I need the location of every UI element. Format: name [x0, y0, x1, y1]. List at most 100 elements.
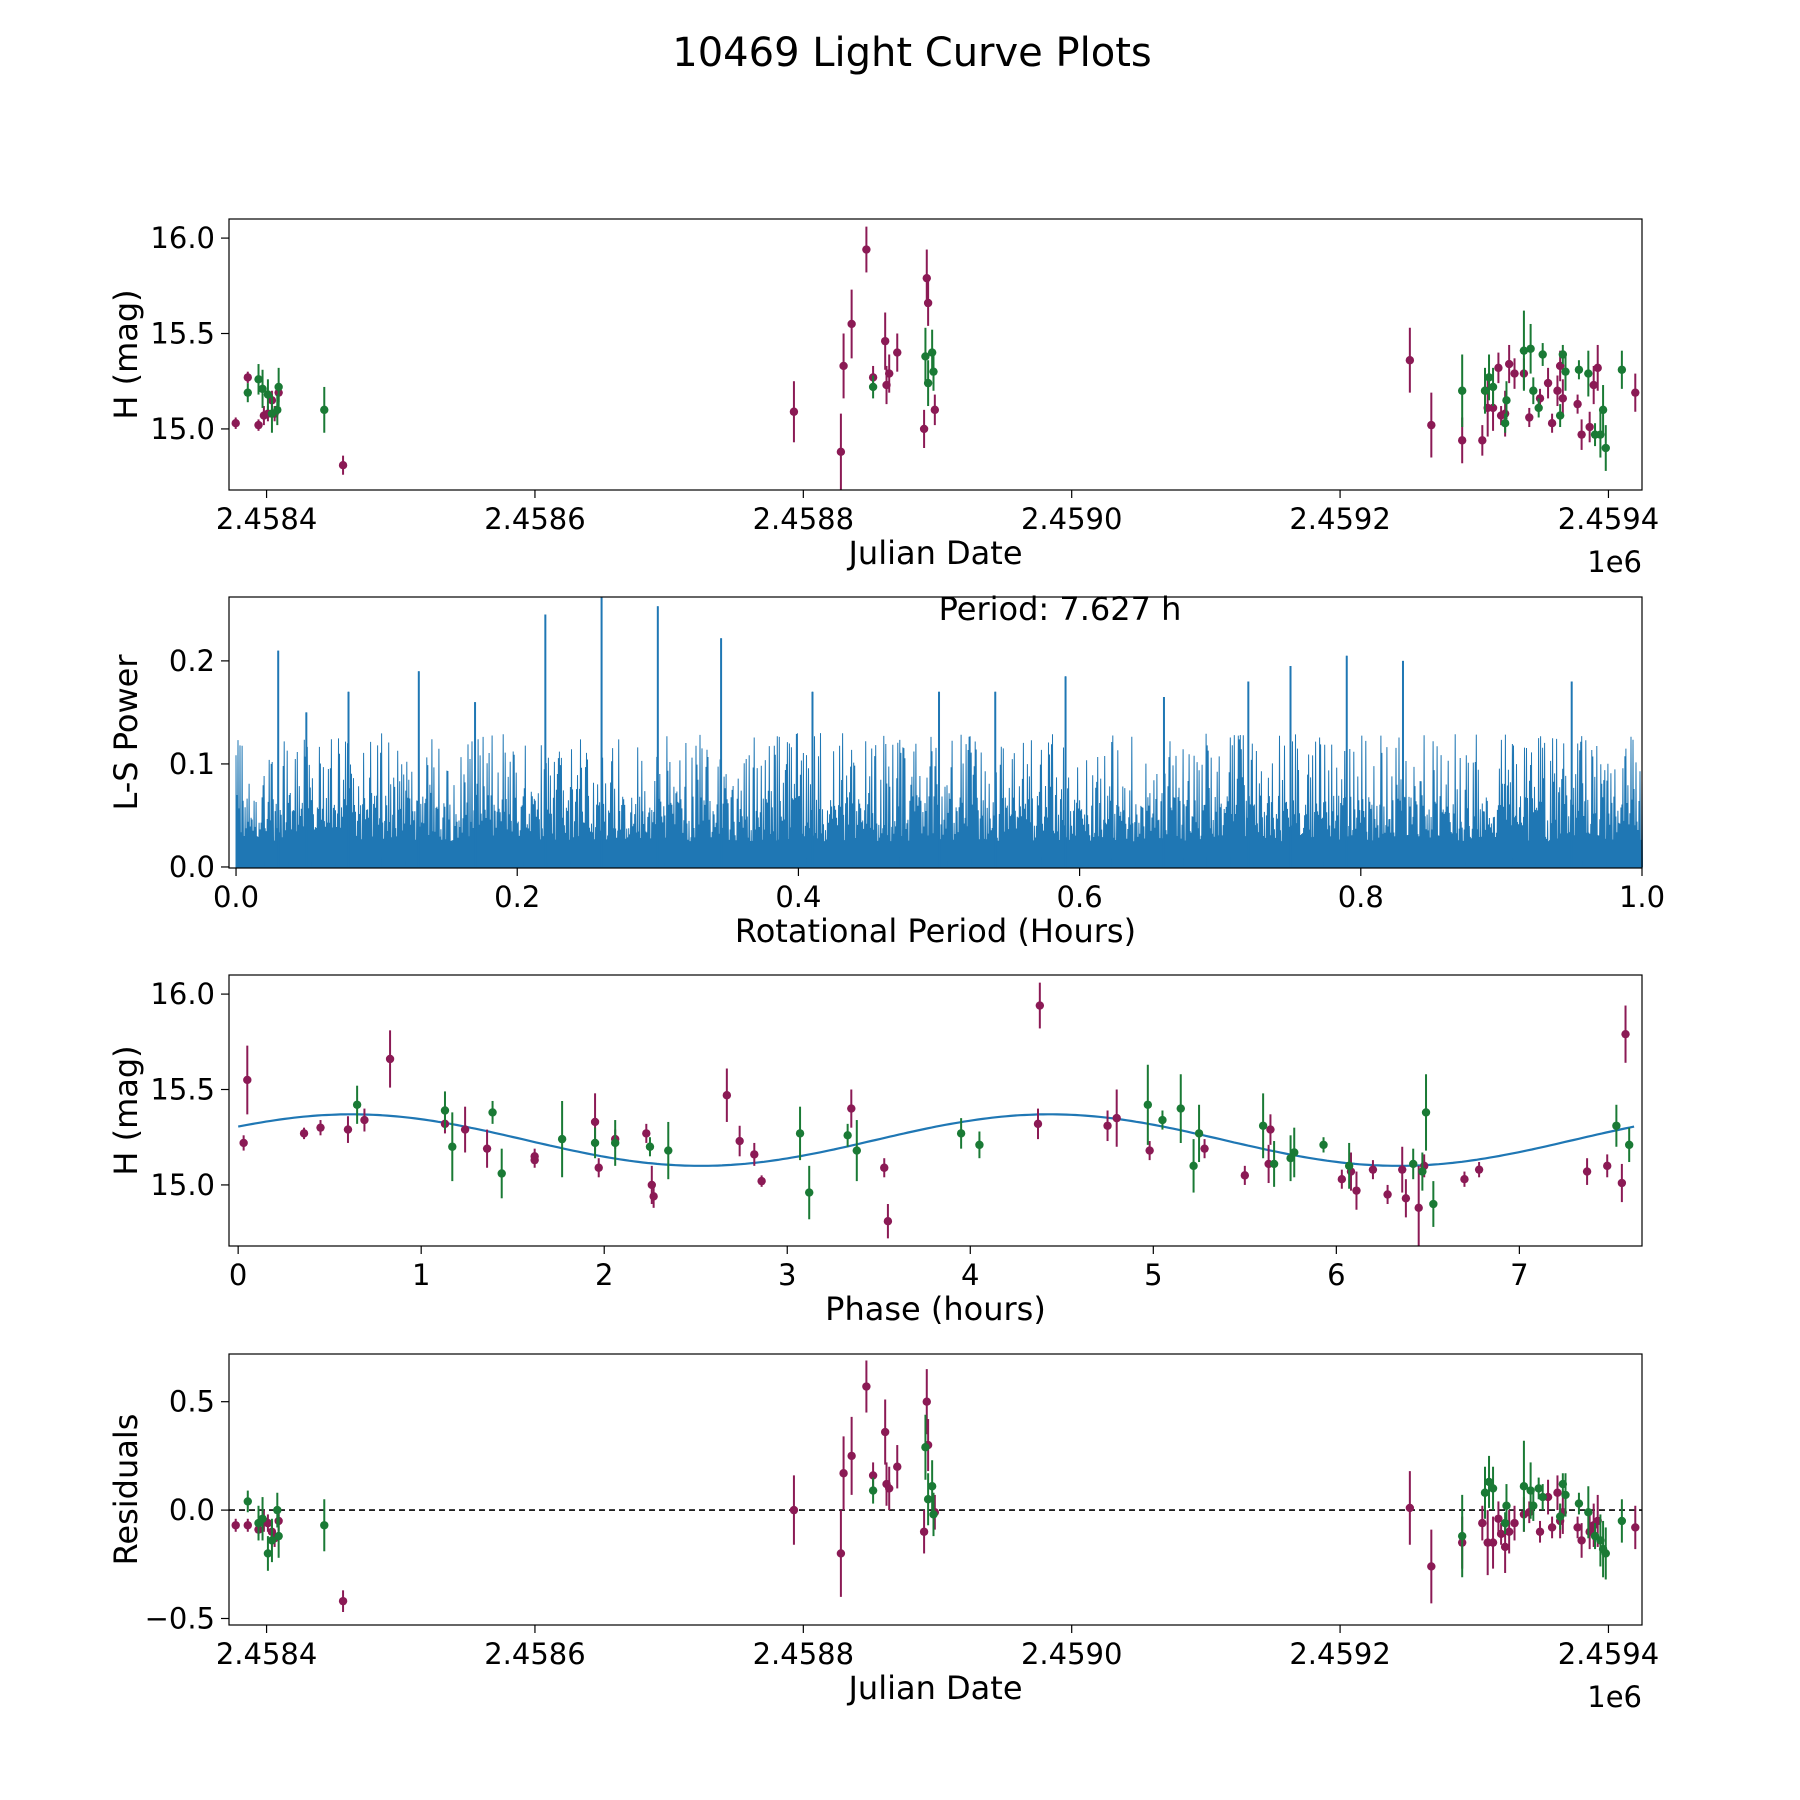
phased-data-point — [1474, 1165, 1484, 1174]
lightcurve-data-point — [1601, 443, 1610, 453]
phased-data-point — [645, 1142, 655, 1151]
lightcurve-data-point — [1547, 419, 1557, 428]
lightcurve-data-point — [231, 419, 240, 428]
lightcurve-data-point — [789, 407, 799, 416]
residuals-axes: 2.4584 2.4586 2.4588 2.4590 2.4592 2.4594 −0.5… — [107, 1353, 1659, 1714]
lightcurve-data-point — [1510, 369, 1519, 378]
phased-data-point — [1414, 1203, 1423, 1213]
periodogram-frame — [228, 596, 1643, 869]
periodogram-axes: 0.0 0.2 0.4 0.6 0.8 1.0 0.0 0.1 0.2 Rotational Pe… — [107, 596, 1665, 950]
lightcurve-data-point — [1457, 436, 1467, 445]
residuals-data-point — [1504, 1527, 1514, 1536]
lightcurve-x-tick-label: 2.4594 — [1558, 502, 1659, 536]
phased-data-point — [1401, 1194, 1411, 1203]
phased-data-point — [482, 1144, 492, 1153]
phased-x-tick-label: 0 — [229, 1258, 247, 1292]
phased-data-point — [1266, 1125, 1275, 1134]
phased-x-tick-label: 7 — [1510, 1258, 1528, 1292]
residuals-axis-offset-text: 1e6 — [1587, 1680, 1642, 1714]
residuals-data-point — [1457, 1531, 1467, 1541]
residuals-data-point — [929, 1510, 938, 1519]
phased-y-tick-label: 16.0 — [150, 977, 215, 1011]
periodogram-y-tick-label: 0.2 — [169, 644, 215, 678]
residuals-data-point — [1529, 1501, 1538, 1510]
lightcurve-data-point — [847, 319, 856, 329]
lightcurve-data-point — [254, 375, 263, 384]
phased-data-point — [360, 1115, 369, 1125]
lightcurve-data-point — [274, 382, 283, 392]
phased-data-point — [880, 1163, 889, 1172]
periodogram-x-axis-label: Rotational Period (Hours) — [735, 912, 1136, 950]
lightcurve-data-point — [1584, 369, 1593, 378]
phased-y-tick-label: 15.0 — [150, 1168, 215, 1202]
residuals-data-point — [274, 1531, 283, 1541]
lightcurve-data-point — [921, 352, 930, 361]
lightcurve-data-point — [1573, 399, 1582, 409]
phased-data-point — [1258, 1121, 1268, 1130]
lightcurve-data-point — [1480, 386, 1490, 395]
residuals-data-point — [338, 1596, 348, 1606]
residuals-data-point — [243, 1521, 252, 1530]
residuals-data-point — [1534, 1484, 1543, 1493]
residuals-data-point — [880, 1427, 890, 1437]
residuals-data-point — [1484, 1477, 1494, 1487]
phased-data-point — [1352, 1186, 1361, 1195]
lightcurve-data-point — [1525, 413, 1534, 422]
phased-data-point — [594, 1163, 603, 1172]
lightcurve-data-point — [923, 298, 933, 308]
phased-data-point — [316, 1123, 325, 1132]
phased-data-point — [1429, 1199, 1438, 1209]
residuals-data-point — [1584, 1508, 1593, 1517]
lightcurve-data-point — [1577, 430, 1586, 439]
lightcurve-frame — [228, 218, 1643, 491]
phased-data-point — [1368, 1165, 1378, 1174]
phased-data-point — [664, 1146, 673, 1155]
phased-data-point — [1383, 1190, 1392, 1199]
residuals-y-tick-label: −0.5 — [145, 1601, 215, 1635]
phased-data-point — [460, 1125, 470, 1134]
lightcurve-data-point — [1617, 365, 1627, 374]
lightcurve-data-point — [1488, 403, 1498, 413]
lightcurve-data-point — [254, 420, 263, 430]
residuals-data-point — [1553, 1488, 1562, 1497]
phased-y-axis-label: H (mag) — [107, 1045, 145, 1175]
phased-data-point — [448, 1142, 457, 1151]
residuals-data-point — [868, 1486, 878, 1495]
residuals-data-point — [1631, 1523, 1640, 1532]
phased-data-point — [1409, 1159, 1418, 1169]
phased-data-point — [642, 1129, 651, 1138]
phased-data-point — [497, 1169, 506, 1178]
residuals-y-tick-label: 0.0 — [169, 1493, 215, 1527]
phased-data-point — [1418, 1167, 1427, 1176]
lightcurve-y-tick-label: 15.0 — [150, 412, 215, 446]
phased-x-tick-label: 3 — [778, 1258, 796, 1292]
residuals-x-tick-label: 2.4590 — [1021, 1637, 1122, 1671]
lightcurve-data-point — [243, 388, 252, 397]
residuals-data-point — [1547, 1523, 1557, 1532]
phased-data-point — [239, 1138, 248, 1148]
residuals-data-point — [1601, 1549, 1610, 1558]
periodogram-data — [235, 596, 1644, 868]
residuals-y-axis-label: Residuals — [107, 1414, 145, 1566]
lightcurve-axis-offset-text: 1e6 — [1587, 545, 1642, 579]
residuals-data — [231, 1360, 1640, 1612]
lightcurve-data-point — [1502, 396, 1511, 405]
lightcurve-data-point — [1553, 386, 1562, 395]
lightcurve-data-point — [1561, 367, 1570, 376]
periodogram-x-tick-label: 0.4 — [775, 880, 821, 914]
residuals-frame — [228, 1353, 1643, 1626]
phased-x-axis-label: Phase (hours) — [825, 1290, 1046, 1328]
lightcurve-data-point — [839, 361, 848, 371]
lightcurve-data-point — [1538, 350, 1547, 359]
lightcurve-data-point — [258, 384, 267, 394]
lightcurve-data-point — [1494, 363, 1503, 373]
phased-data-point — [299, 1129, 309, 1138]
lightcurve-data-point — [1585, 422, 1594, 432]
residuals-data-point — [1488, 1538, 1498, 1547]
lightcurve-x-tick-label: 2.4586 — [484, 502, 585, 536]
lightcurve-data — [231, 226, 1640, 490]
residuals-data-point — [320, 1521, 329, 1530]
residuals-data-point — [839, 1469, 848, 1478]
lightcurve-data-point — [922, 273, 931, 283]
